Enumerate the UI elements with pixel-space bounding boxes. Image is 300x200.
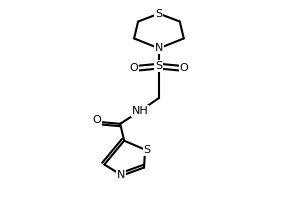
Text: N: N	[116, 170, 125, 180]
Text: O: O	[92, 115, 101, 125]
Text: O: O	[180, 63, 188, 73]
Text: N: N	[155, 43, 163, 53]
Text: O: O	[129, 63, 138, 73]
Text: S: S	[155, 61, 163, 71]
Text: S: S	[143, 145, 151, 155]
Text: NH: NH	[132, 106, 148, 116]
Text: S: S	[155, 9, 163, 19]
